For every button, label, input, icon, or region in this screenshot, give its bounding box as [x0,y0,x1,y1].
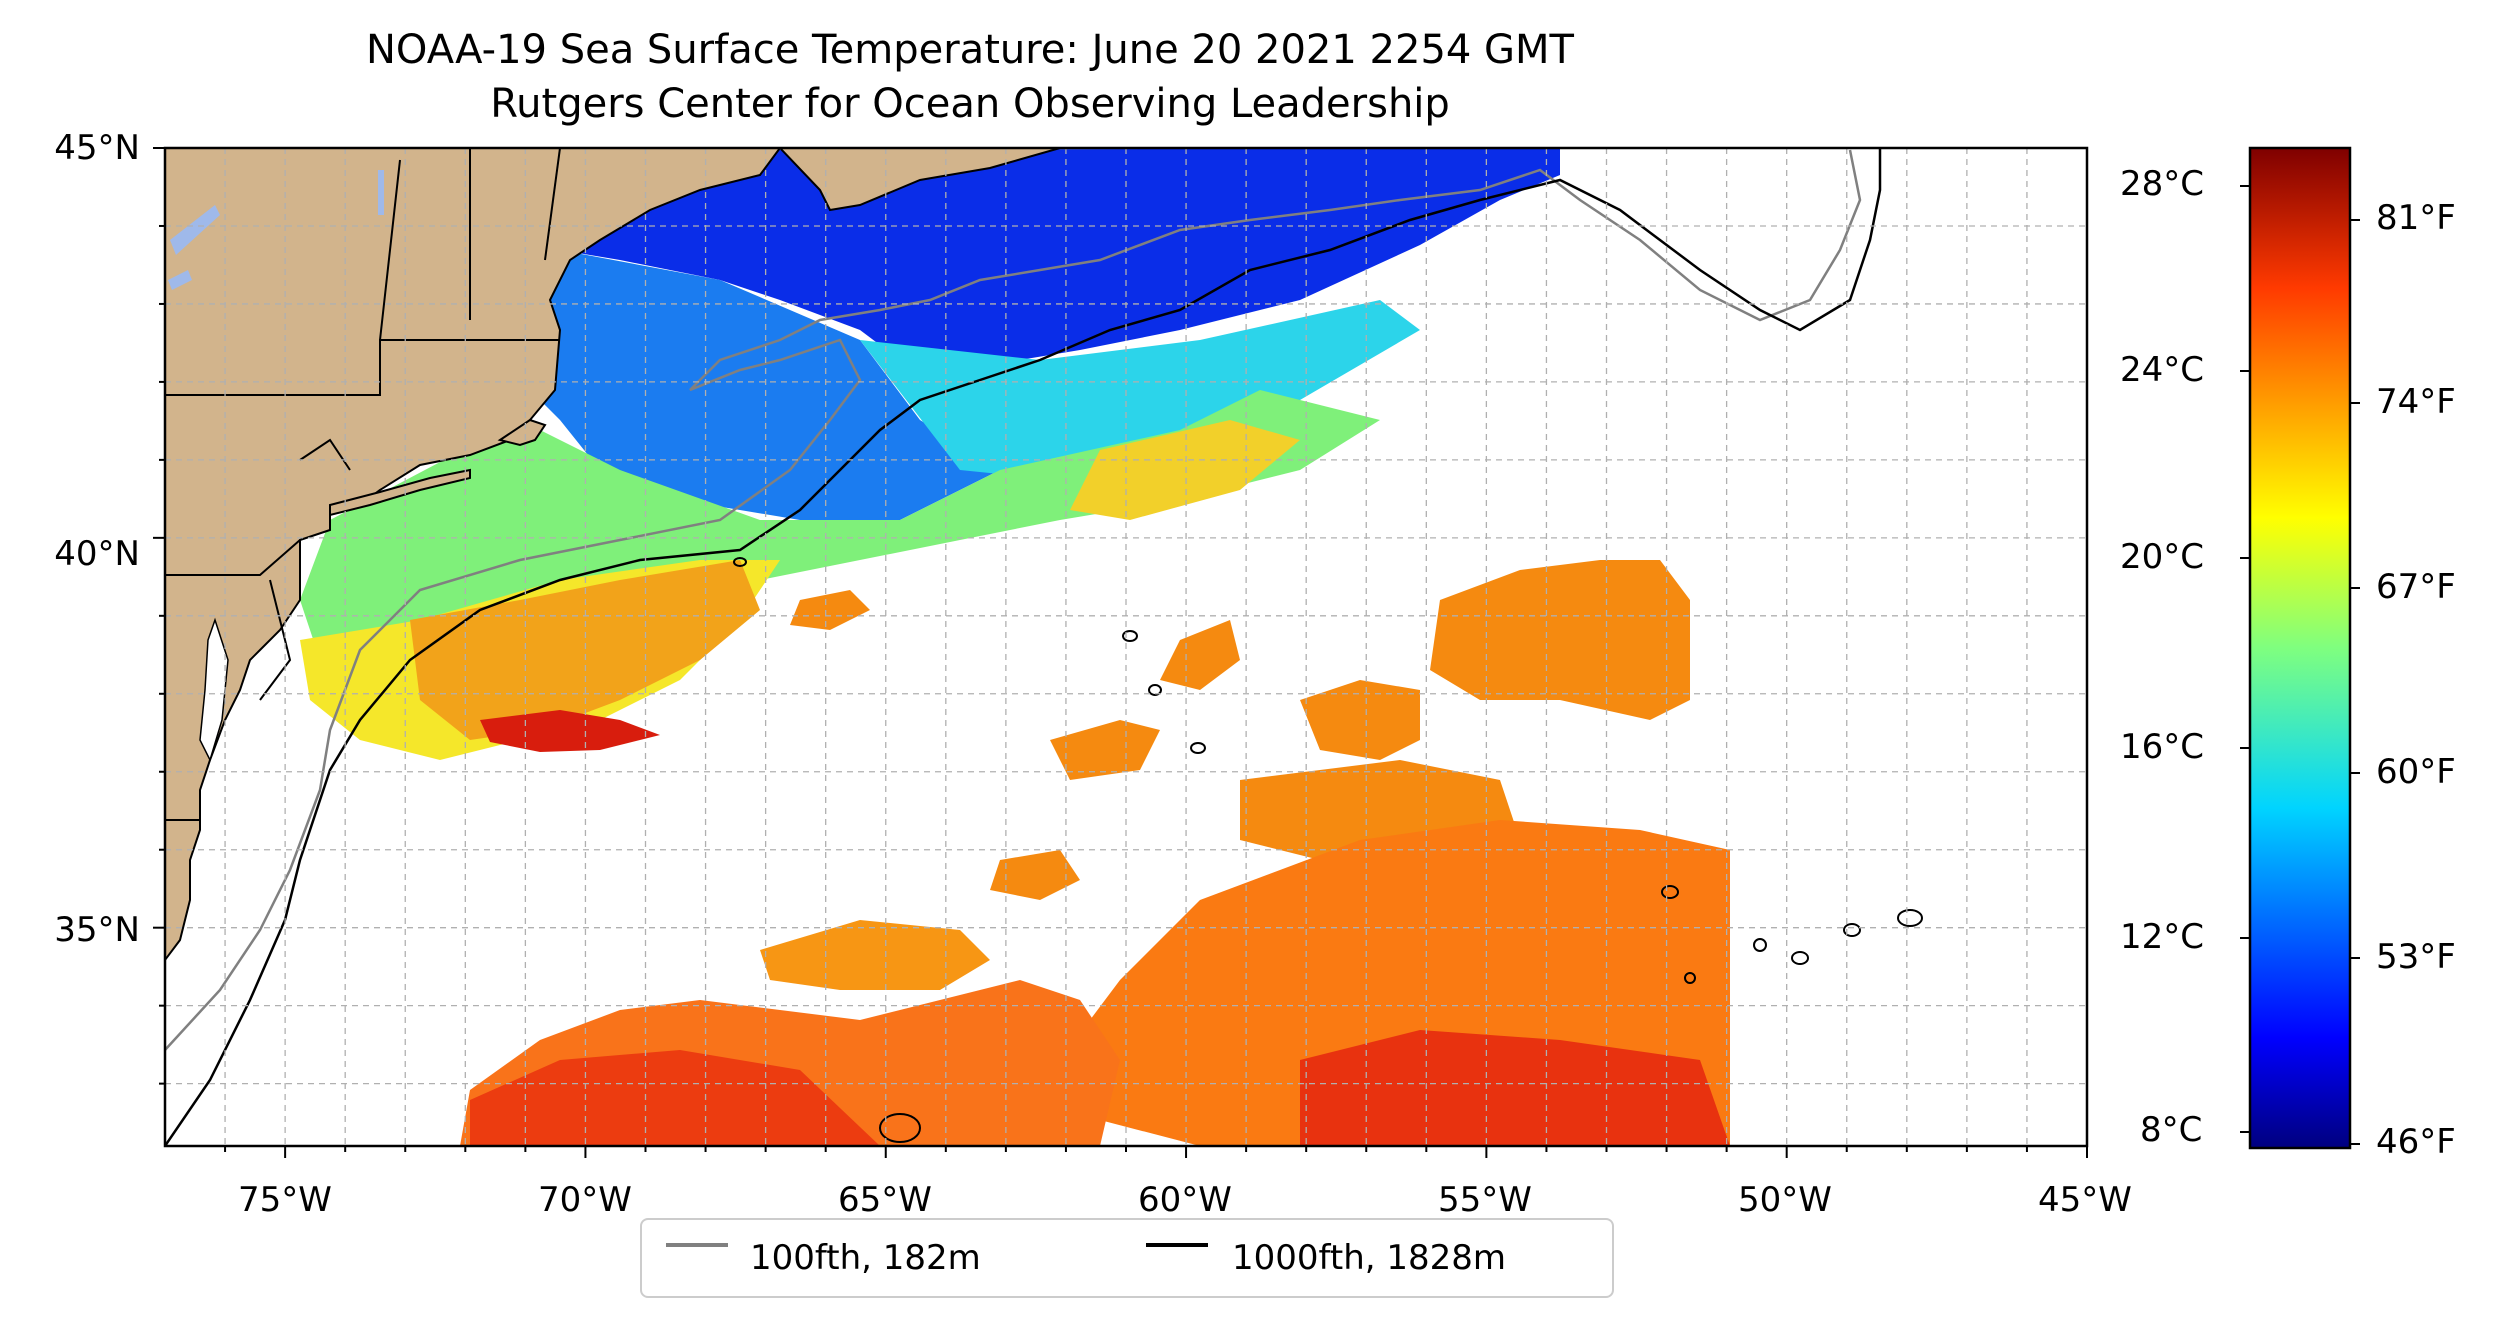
seamount [1148,684,1162,696]
land-long-island [329,468,471,517]
legend-label-100fth: 100fth, 182m [750,1238,981,1278]
bathymetry-contours [165,148,1923,1146]
lon-label: 75°W [238,1180,332,1220]
map-tickmarks [153,147,2088,1158]
legend-swatch-1000fth [1146,1243,1208,1247]
lake [170,205,220,255]
warm-patch [1430,560,1690,720]
sst-cold-north [560,148,1560,370]
seamount [1791,951,1809,965]
legend-swatch-100fth [666,1243,728,1247]
seamount [1122,630,1138,642]
sst-red-south [1300,1030,1730,1146]
legend-label-1000fth: 1000fth, 1828m [1232,1238,1507,1278]
warm-patch [1300,680,1420,760]
inland-lakes [168,170,384,290]
seamount [1661,885,1679,899]
sst-blue-band [520,250,1000,520]
colorbar-fahrenheit-label: 81°F [2376,198,2456,238]
land-layer [165,148,1061,962]
lake [168,270,192,290]
seamount [1753,938,1767,952]
border [544,148,561,261]
lon-label: 65°W [838,1180,932,1220]
colorbar [2240,146,2360,1150]
border [379,159,401,341]
colorbar-fahrenheit-label: 46°F [2376,1122,2456,1162]
map-title: NOAA-19 Sea Surface Temperature: June 20… [365,27,1574,73]
warm-patch [790,590,870,630]
colorbar-celsius-label: 12°C [2120,917,2205,957]
sst-red-south-west [470,1050,880,1146]
colorbar-celsius-label: 8°C [2140,1110,2203,1150]
sst-cyan-band [860,300,1420,480]
lon-label: 50°W [1738,1180,1832,1220]
lon-label: 60°W [1138,1180,1232,1220]
colorbar-fahrenheit-label: 60°F [2376,752,2456,792]
seamount [1684,972,1696,984]
colorbar-celsius-label: 16°C [2120,727,2205,767]
seamount [879,1113,921,1143]
warm-patch [990,850,1080,900]
sst-orange-mid [760,920,990,990]
border [165,339,560,396]
sst-data-layer [300,148,1730,1146]
colorbar-fahrenheit-label: 74°F [2376,382,2456,422]
lake [378,170,384,215]
seamount [1843,923,1861,937]
map-subtitle: Rutgers Center for Ocean Observing Leade… [490,81,1450,127]
lat-label: 40°N [54,534,140,574]
lat-label: 45°N [54,128,140,168]
colorbar-fahrenheit-label: 53°F [2376,937,2456,977]
border [165,539,301,576]
sst-yellow-offshore [1070,420,1300,520]
colorbar-celsius-label: 20°C [2120,537,2205,577]
legend: 100fth, 182m 1000fth, 1828m [640,1218,1614,1298]
state-borders [165,148,561,821]
map-gridlines [165,148,2087,1146]
seamount-contours [733,557,1923,1143]
colorbar-ticks [2240,185,2360,1145]
lon-label: 45°W [2038,1180,2132,1220]
lon-label: 55°W [1438,1180,1532,1220]
isobath-100fth [165,149,1862,1051]
seamount [1897,909,1923,927]
seamount [733,557,747,567]
warm-patch [1050,720,1160,780]
colorbar-fahrenheit-label: 67°F [2376,567,2456,607]
isobath-1000fth [165,148,1882,1146]
warm-patch [1160,620,1240,690]
lat-label: 35°N [54,910,140,950]
border [259,579,292,701]
land-chesapeake [199,617,229,763]
colorbar-celsius-label: 24°C [2120,350,2205,390]
sst-orange-gulfstream [410,560,760,740]
land-nova-scotia-edge [778,148,1061,212]
lon-label: 70°W [538,1180,632,1220]
colorbar-celsius-label: 28°C [2120,164,2205,204]
colorbar-gradient [2248,146,2352,1150]
seamount [1190,742,1206,754]
